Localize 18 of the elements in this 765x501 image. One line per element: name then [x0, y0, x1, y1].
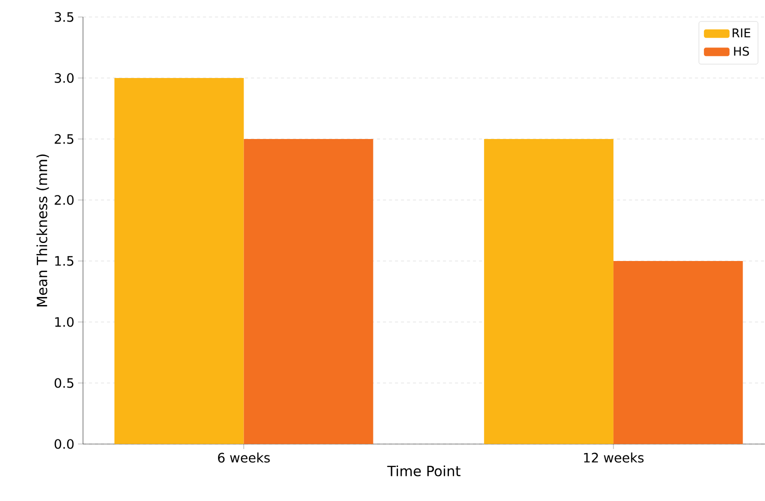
x-axis-title: Time Point	[387, 465, 460, 476]
y-tick-label: 2.5	[54, 134, 74, 144]
y-tick-label: 3.5	[54, 12, 74, 22]
y-tick-label: 1.5	[55, 256, 74, 266]
y-axis-title: Mean Thickness (mm)	[36, 154, 49, 306]
y-tick-label: 2.0	[54, 195, 74, 205]
bar	[114, 78, 244, 444]
bar	[244, 139, 374, 444]
bar	[613, 261, 743, 444]
y-tick-label: 0.0	[54, 439, 74, 449]
x-tick-label: 12 weeks	[584, 452, 644, 463]
legend-label: HS	[734, 46, 749, 56]
y-tick-label: 0.5	[54, 378, 74, 388]
bar	[484, 139, 614, 444]
legend-label: RIE	[732, 28, 750, 38]
y-tick-label: 1.0	[55, 317, 74, 327]
x-tick-label: 6 weeks	[218, 452, 270, 463]
y-tick-label: 3.0	[54, 73, 74, 83]
